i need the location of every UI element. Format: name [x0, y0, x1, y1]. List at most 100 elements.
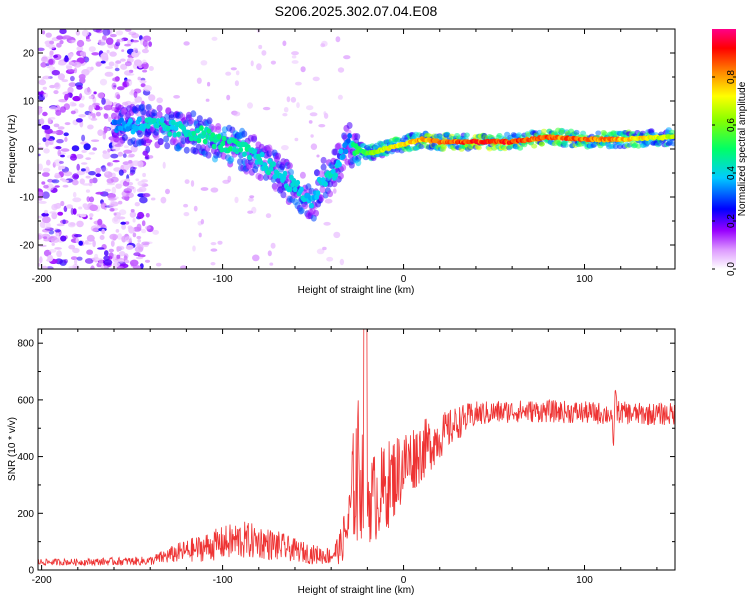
spectrogram-content — [38, 29, 675, 269]
spectrogram-noise-blob — [81, 162, 88, 165]
spectrogram-ridge-halo — [251, 135, 258, 143]
spectrogram-noise-blob — [84, 87, 92, 95]
spectrogram-noise-blob — [95, 167, 101, 174]
spectrogram-noise-blob — [101, 228, 106, 235]
spectrogram-ridge-core — [343, 148, 349, 155]
spectrogram-ridge-core — [152, 117, 157, 124]
spectrogram-noise-blob — [101, 164, 107, 172]
spectrogram-noise-blob — [324, 198, 333, 204]
spectrogram-noise-blob — [51, 203, 58, 211]
spectrogram-noise-blob — [165, 188, 170, 195]
spectrogram-noise-blob — [137, 211, 145, 219]
spectrogram-y-tick-label: 20 — [23, 49, 35, 60]
spectrogram-noise-blob — [135, 178, 139, 182]
spectrogram-noise-blob — [339, 258, 345, 266]
spectrogram-noise-blob — [89, 196, 95, 203]
spectrogram-noise-blob — [118, 209, 127, 216]
spectrogram-noise-blob — [63, 259, 68, 264]
spectrogram-noise-blob — [291, 51, 299, 56]
spectrogram-noise-blob — [133, 59, 143, 67]
spectrogram-noise-blob — [148, 66, 154, 71]
spectrogram-noise-blob — [60, 235, 67, 242]
spectrogram-noise-blob — [72, 197, 82, 203]
spectrogram-noise-blob — [115, 30, 124, 36]
spectrogram-noise-blob — [88, 112, 92, 120]
spectrogram-ridge-core — [282, 170, 288, 177]
spectrogram-y-tick-label: -10 — [20, 193, 35, 204]
spectrogram-noise-blob — [109, 208, 115, 212]
spectrogram-noise-blob — [118, 169, 124, 176]
spectrogram-noise-blob — [211, 36, 218, 41]
spectrogram-ridge-halo — [183, 146, 190, 154]
spectrogram-noise-blob — [86, 234, 95, 242]
spectrogram-noise-blob — [225, 71, 232, 76]
spectrogram-noise-blob — [200, 218, 205, 225]
spectrogram-noise-blob — [70, 207, 74, 215]
spectrogram-noise-blob — [43, 148, 50, 154]
spectrogram-noise-blob — [150, 197, 156, 201]
spectrogram-noise-blob — [210, 262, 216, 266]
spectrogram-noise-blob — [42, 137, 47, 143]
spectrogram-noise-blob — [144, 259, 151, 263]
spectrogram-ridge-halo — [463, 132, 470, 138]
spectrogram-noise-blob — [75, 237, 80, 244]
spectrogram-noise-blob — [73, 61, 82, 68]
spectrogram-noise-blob — [46, 183, 54, 191]
spectrogram-noise-blob — [137, 76, 142, 81]
spectrogram-noise-blob — [192, 245, 196, 252]
spectrogram-ridge-halo — [441, 144, 448, 150]
spectrogram-noise-blob — [152, 229, 159, 235]
spectrogram-noise-blob — [110, 240, 115, 247]
spectrogram-noise-blob — [67, 92, 73, 98]
spectrogram-noise-blob — [205, 98, 210, 102]
spectrogram-ridge-halo — [288, 168, 294, 176]
spectrogram-ridge-halo — [206, 117, 213, 125]
colorbar-label: Normalized spectral amplitude — [737, 81, 748, 216]
spectrogram-noise-blob — [85, 166, 90, 174]
spectrogram-noise-blob — [67, 69, 76, 72]
spectrogram-noise-blob — [128, 226, 135, 234]
spectrogram-noise-blob — [73, 67, 78, 74]
spectrogram-ridge-core — [112, 119, 118, 126]
spectrogram-noise-blob — [106, 49, 110, 54]
spectrogram-noise-blob — [40, 62, 47, 68]
spectrogram-noise-blob — [210, 242, 217, 246]
spectrogram-noise-blob — [78, 103, 85, 108]
spectrogram-ridge-halo — [635, 143, 642, 149]
spectrogram-noise-blob — [108, 248, 115, 253]
spectrogram-ridge-core — [220, 140, 226, 147]
spectrogram-noise-blob — [120, 221, 126, 225]
spectrogram-noise-blob — [85, 189, 91, 193]
spectrogram-noise-blob — [136, 235, 142, 240]
spectrogram-noise-blob — [85, 157, 92, 161]
spectrogram-noise-blob — [92, 113, 96, 120]
spectrogram-noise-blob — [104, 188, 111, 192]
spectrogram-x-axis-label: Height of straight line (km) — [298, 285, 415, 296]
spectrogram-noise-blob — [56, 42, 62, 48]
spectrogram-noise-blob — [148, 94, 156, 102]
spectrogram-noise-blob — [103, 265, 108, 269]
spectrogram-noise-blob — [48, 235, 58, 241]
spectrogram-noise-blob — [85, 175, 91, 179]
spectrogram-ridge-core — [171, 119, 176, 126]
spectrogram-noise-blob — [54, 82, 60, 88]
spectrogram-noise-blob — [41, 124, 51, 130]
spectrogram-noise-blob — [232, 111, 241, 117]
spectrogram-noise-blob — [38, 215, 43, 219]
spectrogram-noise-blob — [323, 111, 327, 116]
spectrogram-noise-blob — [83, 143, 91, 151]
spectrogram-noise-blob — [73, 174, 79, 179]
spectrogram-noise-blob — [210, 187, 219, 193]
spectrogram-noise-blob — [39, 256, 43, 264]
spectrogram-noise-blob — [60, 165, 66, 170]
spectrogram-noise-blob — [323, 221, 331, 226]
spectrogram-ridge-halo — [331, 180, 338, 188]
spectrogram-noise-blob — [129, 211, 137, 218]
spectrogram-noise-blob — [137, 239, 141, 243]
spectrogram-noise-blob — [60, 106, 66, 113]
spectrogram-noise-blob — [108, 255, 113, 261]
spectrogram-x-tick-label: -100 — [213, 274, 233, 285]
spectrogram-noise-blob — [95, 173, 102, 178]
spectrogram-ridge-halo — [156, 111, 163, 119]
spectrogram-ridge-halo — [355, 159, 362, 167]
